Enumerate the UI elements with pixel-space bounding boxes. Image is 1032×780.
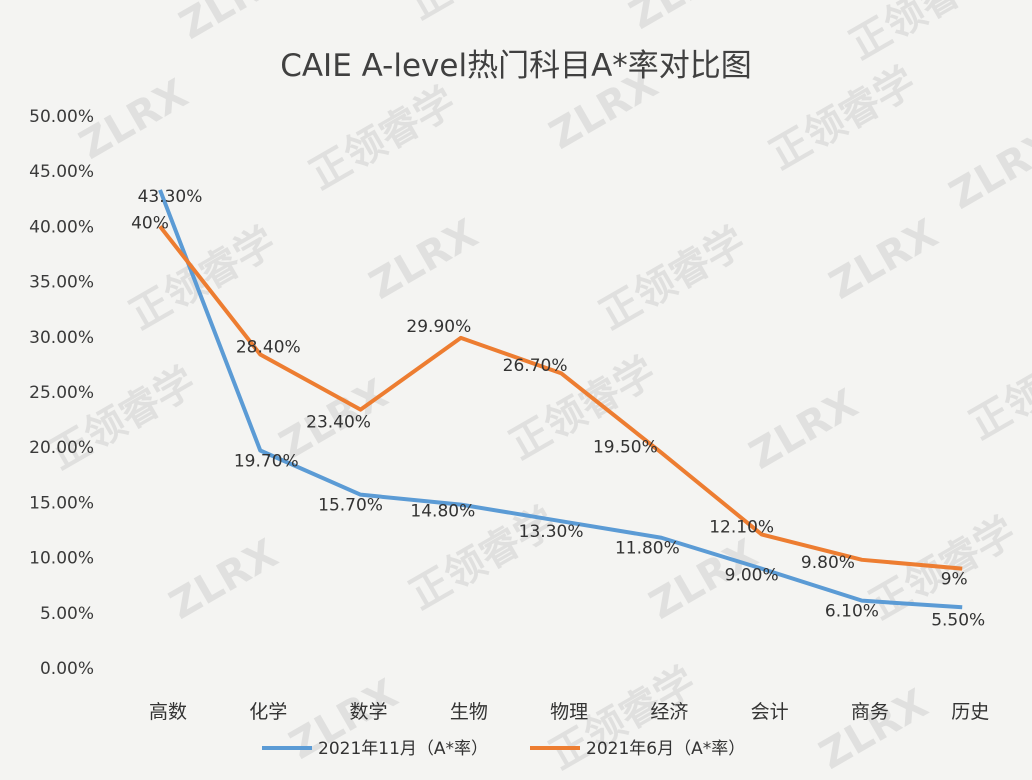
data-label: 13.30% [519, 522, 584, 542]
data-label: 14.80% [410, 502, 475, 522]
watermark-logo: ZLRX [362, 211, 486, 309]
y-tick-label: 0.00% [40, 659, 94, 679]
x-tick-label: 会计 [751, 701, 789, 723]
watermark-layer: ZLRX正领睿学ZLRX正领睿学ZLRX正领睿学ZLRX正领睿学ZLRX正领睿学… [42, 0, 1032, 779]
x-tick-label: 经济 [650, 701, 688, 723]
x-tick-label: 数学 [350, 701, 388, 723]
watermark-logo: ZLRX [812, 681, 936, 779]
x-tick-label: 高数 [149, 701, 187, 723]
watermark-logo: 正领睿学 [842, 0, 1004, 69]
y-tick-label: 50.00% [29, 107, 94, 127]
legend-label-nov: 2021年11月（A*率） [318, 739, 488, 759]
data-label: 11.80% [615, 539, 680, 559]
watermark-logo: 正领睿学 [402, 0, 564, 29]
watermark-logo: 正领睿学 [592, 219, 754, 339]
legend: 2021年11月（A*率） 2021年6月（A*率） [262, 739, 745, 759]
y-tick-label: 15.00% [29, 493, 94, 513]
data-label: 40% [131, 213, 169, 233]
data-label: 43.30% [138, 187, 203, 207]
x-tick-label: 商务 [851, 701, 889, 723]
watermark-logo: ZLRX [942, 121, 1032, 219]
x-tick-label: 化学 [249, 701, 287, 723]
x-tick-label: 生物 [450, 701, 488, 723]
data-label: 23.40% [306, 413, 371, 433]
data-label: 15.70% [318, 496, 383, 516]
data-label: 26.70% [503, 356, 568, 376]
data-label: 5.50% [931, 610, 985, 630]
watermark-logo: 正领睿学 [42, 359, 204, 479]
y-tick-label: 40.00% [29, 217, 94, 237]
y-tick-label: 25.00% [29, 383, 94, 403]
data-label: 9.80% [801, 553, 855, 573]
legend-label-jun: 2021年6月（A*率） [586, 739, 745, 759]
y-tick-label: 10.00% [29, 549, 94, 569]
watermark-logo: ZLRX [172, 0, 296, 49]
watermark-logo: ZLRX [742, 381, 866, 479]
y-tick-label: 20.00% [29, 438, 94, 458]
x-tick-label: 物理 [550, 701, 588, 723]
y-tick-label: 45.00% [29, 162, 94, 182]
data-label: 9% [941, 570, 968, 590]
y-axis: 0.00% 5.00% 10.00% 15.00% 20.00% 25.00% 30.00%… [29, 107, 94, 679]
chart-title: CAIE A-level热门科目A*率对比图 [280, 48, 752, 84]
data-label: 29.90% [406, 317, 471, 337]
y-tick-label: 30.00% [29, 328, 94, 348]
data-label: 9.00% [725, 566, 779, 586]
data-label: 12.10% [709, 517, 774, 537]
series-layer: 43.30% 19.70% 15.70% 14.80% 13.30% 11.80% 9.00… [131, 187, 985, 630]
y-tick-label: 35.00% [29, 273, 94, 293]
watermark-logo: 正领睿学 [762, 59, 924, 179]
data-label: 19.70% [234, 452, 299, 472]
data-label: 19.50% [593, 438, 658, 458]
data-label: 6.10% [825, 602, 879, 622]
data-label: 28.40% [236, 337, 301, 357]
watermark-logo: 正领睿学 [302, 79, 464, 199]
x-tick-label: 历史 [951, 701, 989, 723]
x-axis: 高数 化学 数学 生物 物理 经济 会计 商务 历史 [149, 701, 989, 723]
y-tick-label: 5.00% [40, 604, 94, 624]
watermark-logo: 正领睿学 [962, 329, 1032, 449]
watermark-logo: ZLRX [162, 531, 286, 629]
watermark-logo: ZLRX [822, 211, 946, 309]
watermark-logo: ZLRX [622, 0, 746, 39]
